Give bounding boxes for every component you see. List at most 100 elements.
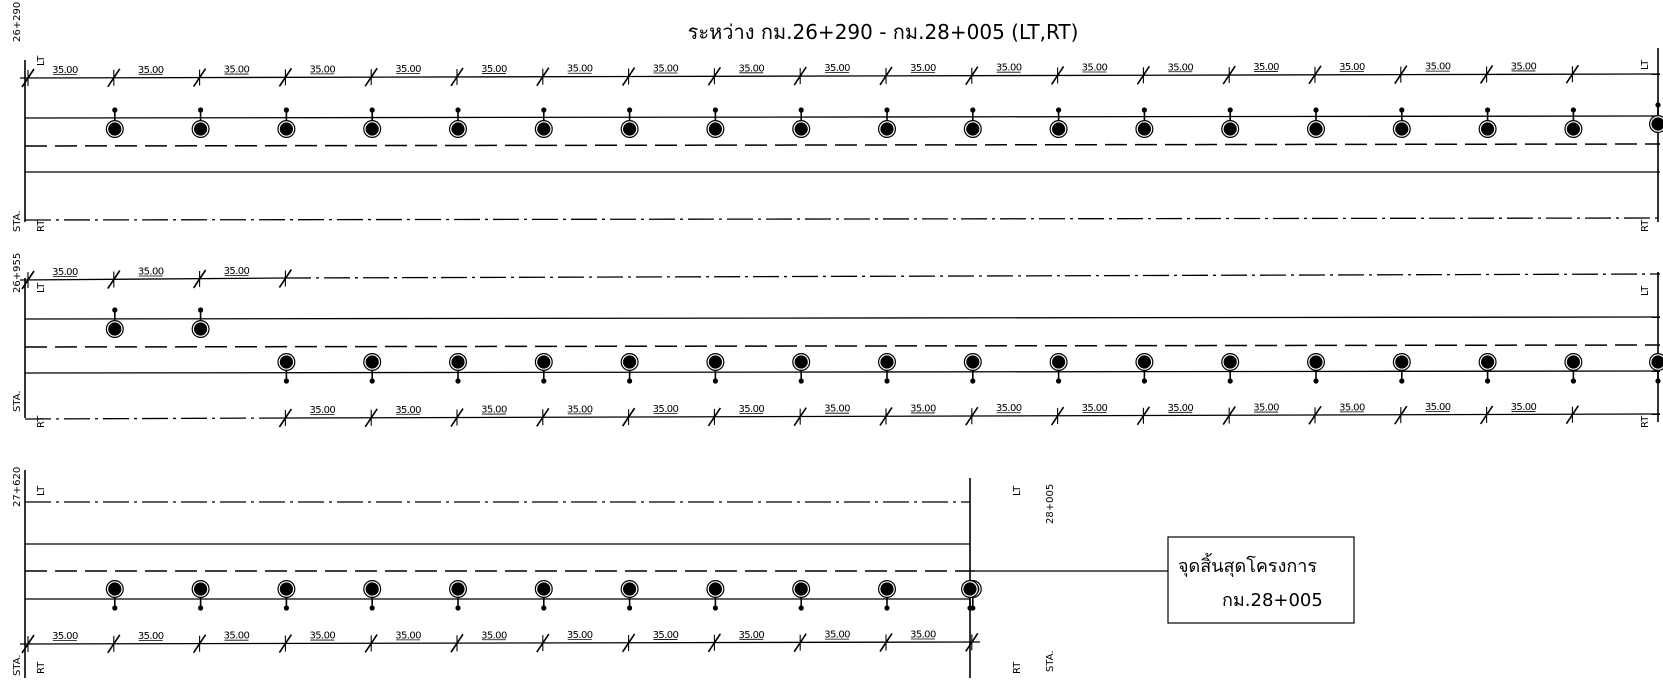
spacing-dimension-label: 35.00 xyxy=(910,63,936,74)
light-pole-base xyxy=(112,107,118,113)
spacing-dimension-label: 35.00 xyxy=(1425,402,1451,413)
spacing-dimension-label: 35.00 xyxy=(824,404,850,415)
lt-label: LT xyxy=(1640,59,1651,70)
light-pole-lamp xyxy=(279,582,293,596)
light-pole-base xyxy=(1655,102,1661,108)
light-pole-lamp xyxy=(794,582,808,596)
light-pole-base xyxy=(455,378,461,384)
rt-label: RT xyxy=(1640,219,1651,232)
light-pole-lamp xyxy=(794,355,808,369)
light-pole-lamp xyxy=(966,355,980,369)
spacing-dimension-label: 35.00 xyxy=(1425,62,1451,73)
light-pole-base xyxy=(1227,107,1233,113)
light-pole-base xyxy=(627,107,633,113)
lt-edge-line xyxy=(19,73,1661,79)
station-prefix-label: STA. xyxy=(12,390,23,412)
light-pole-base xyxy=(455,107,461,113)
station-row3-label: 27+620 xyxy=(12,467,23,507)
light-pole-base xyxy=(970,378,976,384)
spacing-dimension-label: 35.00 xyxy=(1511,402,1537,413)
light-pole-base xyxy=(1485,107,1491,113)
light-pole-lamp xyxy=(451,355,465,369)
spacing-dimension-label: 35.00 xyxy=(224,65,250,76)
spacing-dimension-label: 35.00 xyxy=(996,63,1022,74)
spacing-dimension-label: 35.00 xyxy=(738,404,764,415)
light-pole-lamp xyxy=(708,355,723,369)
light-pole-lamp xyxy=(365,582,379,596)
pavement-edge-line xyxy=(24,370,1661,374)
spacing-dimension-label: 35.00 xyxy=(653,630,679,641)
light-pole-base xyxy=(627,378,633,384)
pavement-edge-line xyxy=(24,316,1661,320)
end-callout-station: กม.28+005 xyxy=(1222,590,1323,611)
light-pole-base xyxy=(541,378,547,384)
light-pole-lamp xyxy=(194,122,208,136)
light-pole-base xyxy=(1056,378,1062,384)
light-pole-lamp xyxy=(1223,355,1237,369)
station-prefix-label: STA. xyxy=(12,654,23,676)
light-pole-base xyxy=(1141,107,1147,113)
light-pole-lamp xyxy=(108,122,122,136)
lt-edge-line xyxy=(19,277,286,281)
lt-label: LT xyxy=(36,485,47,496)
light-pole-base xyxy=(967,605,973,611)
light-pole-lamp xyxy=(537,122,551,136)
light-pole-lamp xyxy=(966,122,980,136)
light-pole-base xyxy=(455,605,461,611)
light-pole-base xyxy=(1056,107,1062,113)
light-pole-lamp xyxy=(623,355,637,369)
spacing-dimension-label: 35.00 xyxy=(1339,402,1365,413)
light-pole-lamp xyxy=(365,355,379,369)
light-pole-lamp xyxy=(451,582,465,596)
light-pole-lamp xyxy=(1223,122,1237,136)
light-pole-base xyxy=(112,307,118,313)
light-pole-base xyxy=(369,605,375,611)
light-pole-lamp xyxy=(1651,117,1663,131)
light-pole-lamp xyxy=(451,122,465,136)
end-callout-box xyxy=(1167,536,1355,624)
light-pole-base xyxy=(1485,378,1491,384)
light-pole-lamp xyxy=(1137,122,1151,136)
light-pole-base xyxy=(627,605,633,611)
lt-row-boundary xyxy=(284,273,1661,279)
light-pole-lamp xyxy=(279,122,293,136)
light-pole-lamp xyxy=(194,582,208,596)
light-pole-lamp xyxy=(1309,122,1323,136)
light-pole-base xyxy=(369,378,375,384)
light-pole-lamp xyxy=(1395,122,1409,136)
rt-label: RT xyxy=(36,219,47,232)
rt-label: RT xyxy=(1640,415,1651,428)
spacing-dimension-label: 35.00 xyxy=(910,403,936,414)
rt-label: RT xyxy=(1012,661,1023,674)
spacing-dimension-label: 35.00 xyxy=(481,405,507,416)
spacing-dimension-label: 35.00 xyxy=(52,65,78,76)
lt-label: LT xyxy=(1640,285,1651,296)
light-pole-base xyxy=(369,107,375,113)
light-pole-base xyxy=(1227,378,1233,384)
light-pole-base xyxy=(283,378,289,384)
light-pole-lamp xyxy=(963,582,977,596)
light-pole-lamp xyxy=(1651,355,1663,369)
rt-row-boundary xyxy=(24,417,286,420)
spacing-dimension-label: 35.00 xyxy=(567,64,593,75)
spacing-dimension-label: 35.00 xyxy=(653,64,679,75)
light-pole-base xyxy=(1655,378,1661,384)
light-pole-lamp xyxy=(880,122,894,136)
spacing-dimension-label: 35.00 xyxy=(138,631,164,642)
lt-label: LT xyxy=(36,282,47,293)
station-prefix-label: STA. xyxy=(1045,650,1056,672)
light-pole-base xyxy=(884,107,890,113)
light-pole-base xyxy=(1570,107,1576,113)
light-pole-lamp xyxy=(279,355,293,369)
light-pole-base xyxy=(283,605,289,611)
light-pole-base xyxy=(712,107,719,113)
light-pole-lamp xyxy=(537,582,551,596)
spacing-dimension-label: 35.00 xyxy=(738,630,764,641)
spacing-dimension-label: 35.00 xyxy=(138,267,164,278)
light-pole-base xyxy=(798,378,804,384)
spacing-dimension-label: 35.00 xyxy=(824,63,850,74)
light-pole-lamp xyxy=(108,322,122,336)
spacing-dimension-label: 35.00 xyxy=(395,405,421,416)
spacing-dimension-label: 35.00 xyxy=(567,404,593,415)
light-pole-lamp xyxy=(1481,122,1495,136)
